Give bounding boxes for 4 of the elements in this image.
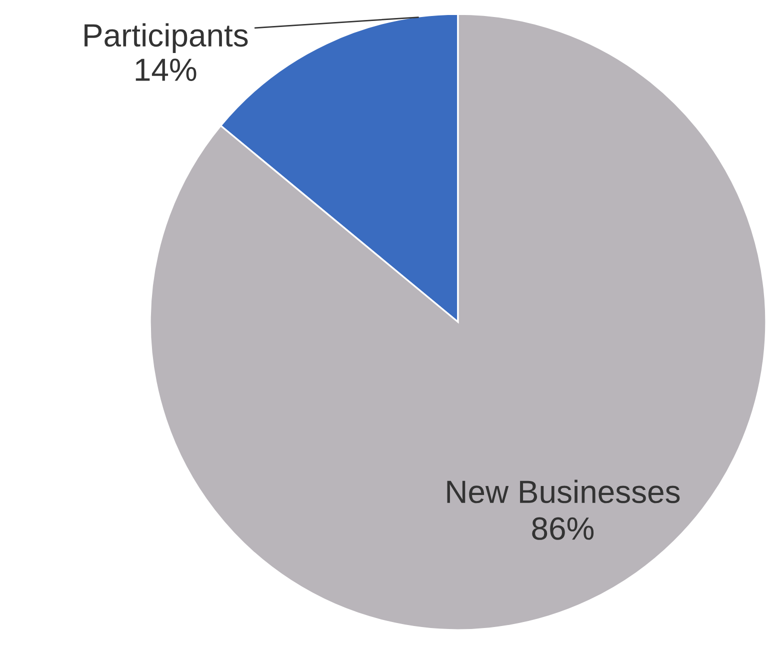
slice-label: New Businesses (447, 480, 680, 504)
data-label: 86% (532, 517, 594, 540)
slice-label: Participants (84, 23, 248, 54)
data-label: 14% (136, 58, 196, 81)
